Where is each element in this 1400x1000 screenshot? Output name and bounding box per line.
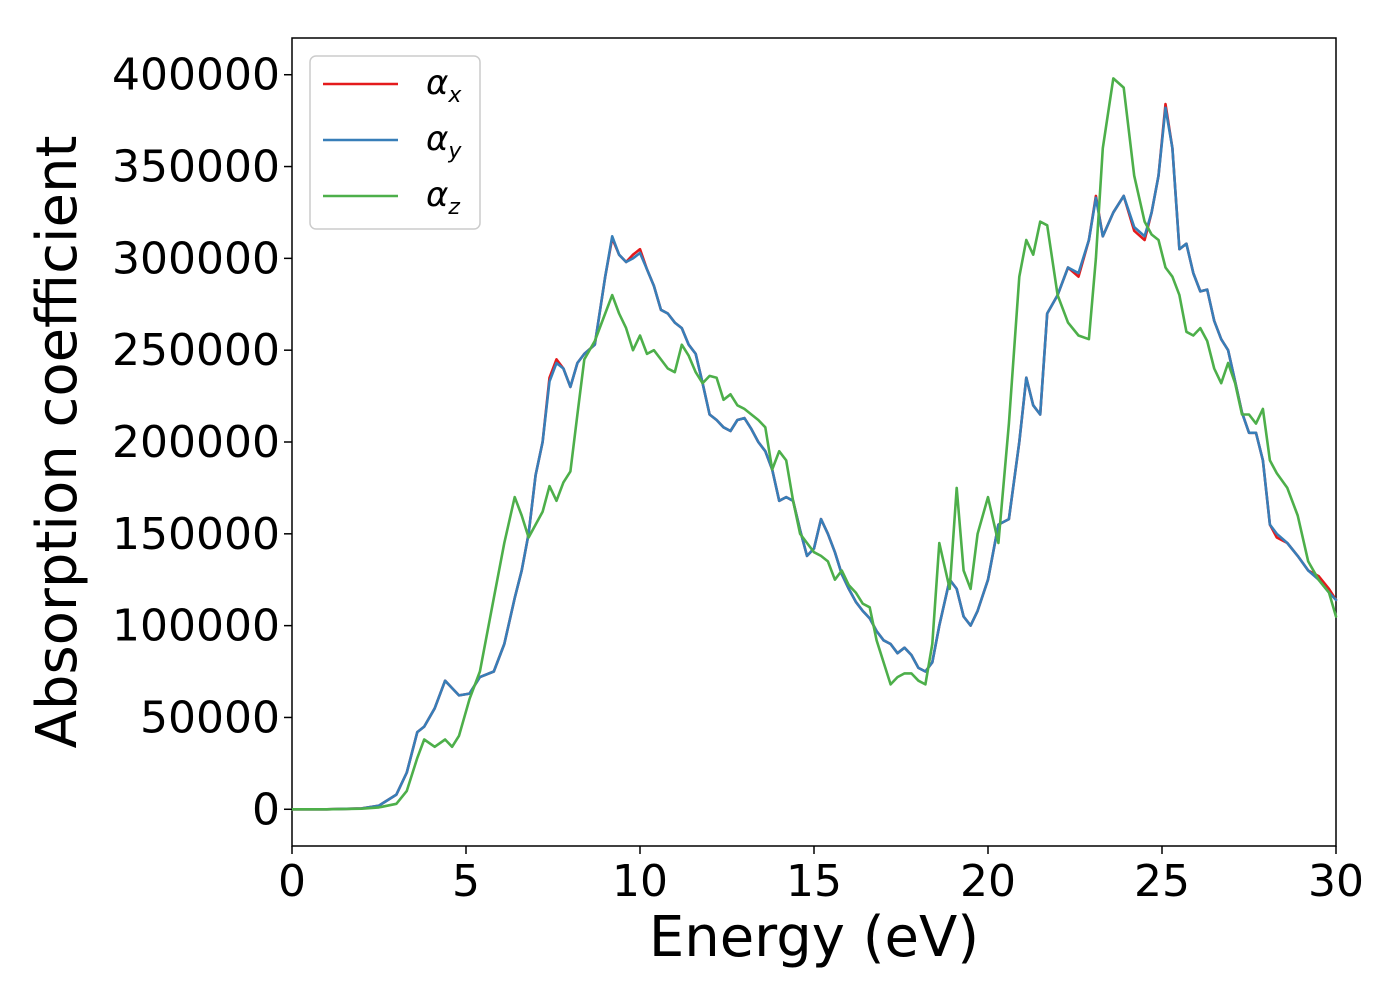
- y-tick-label: 400000: [112, 50, 280, 101]
- y-axis-title: Absorption coefficient: [25, 136, 90, 749]
- y-tick-label: 100000: [112, 601, 280, 652]
- y-tick-label: 350000: [112, 142, 280, 193]
- x-tick-label: 0: [278, 856, 306, 907]
- y-tick-label: 150000: [112, 509, 280, 560]
- x-axis-title: Energy (eV): [649, 905, 979, 970]
- x-tick-label: 5: [452, 856, 480, 907]
- x-axis-ticks: 0 5 10 15 20 25 30: [278, 846, 1364, 907]
- y-tick-label: 0: [252, 784, 280, 835]
- x-tick-label: 20: [960, 856, 1016, 907]
- legend-box: [309, 55, 481, 230]
- x-tick-label: 30: [1308, 856, 1364, 907]
- y-tick-label: 300000: [112, 233, 280, 284]
- x-tick-label: 25: [1134, 856, 1190, 907]
- x-tick-label: 10: [612, 856, 668, 907]
- y-tick-label: 250000: [112, 325, 280, 376]
- series-layer: [290, 77, 1338, 811]
- y-tick-label: 200000: [112, 417, 280, 468]
- series-line-z: [290, 77, 1338, 811]
- y-axis-ticks: 0 50000 100000 150000 200000 250000 300000 3500…: [112, 50, 292, 835]
- series-line-y: [290, 106, 1338, 811]
- x-tick-label: 15: [786, 856, 842, 907]
- y-tick-label: 50000: [140, 692, 280, 743]
